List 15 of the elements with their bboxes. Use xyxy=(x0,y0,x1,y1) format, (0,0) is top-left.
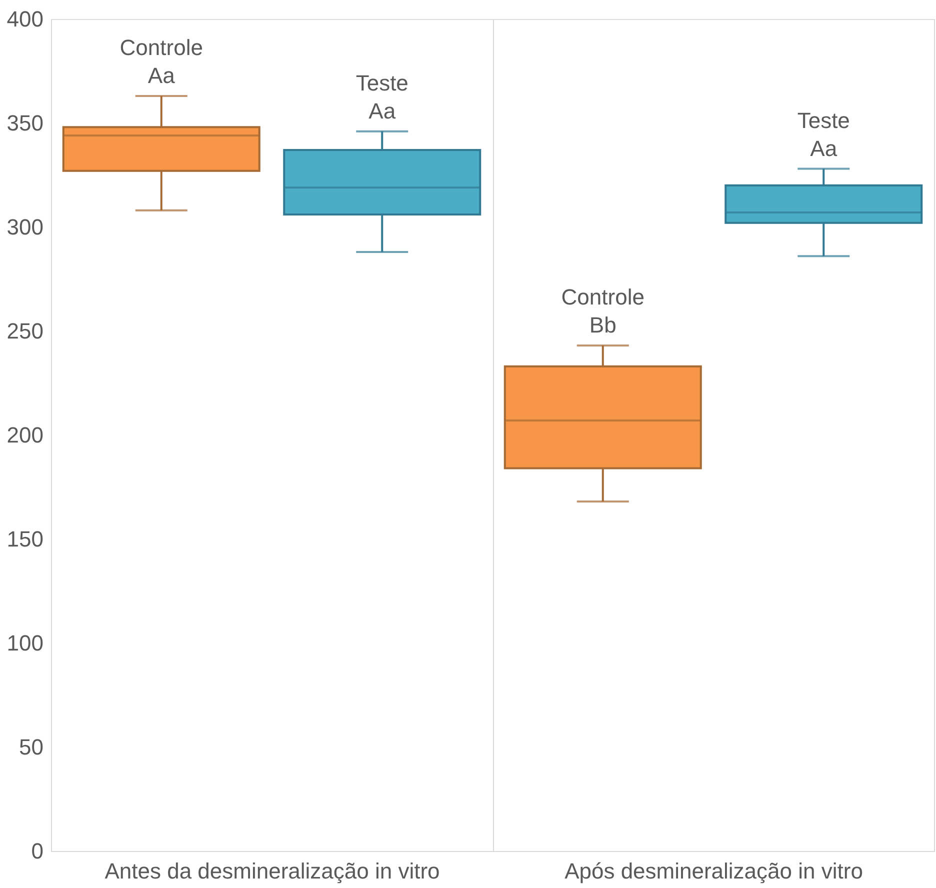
x-tick-label: Antes da desmineralização in vitro xyxy=(104,858,440,884)
annotation: Teste Aa xyxy=(356,70,408,124)
y-tick-label: 50 xyxy=(19,734,44,760)
y-tick-label: 200 xyxy=(6,422,44,448)
y-tick-label: 250 xyxy=(6,318,44,344)
y-tick-label: 300 xyxy=(6,214,44,240)
y-tick-label: 400 xyxy=(6,6,44,32)
annotation: Controle Aa xyxy=(120,34,203,88)
annotation: Teste Aa xyxy=(797,108,850,161)
y-tick-label: 150 xyxy=(6,526,44,552)
y-tick-label: 0 xyxy=(31,838,44,864)
annotation: Controle Bb xyxy=(561,284,644,338)
x-tick-label: Após desmineralização in vitro xyxy=(564,858,863,884)
y-tick-label: 100 xyxy=(6,630,44,656)
y-tick-label: 350 xyxy=(6,110,44,136)
